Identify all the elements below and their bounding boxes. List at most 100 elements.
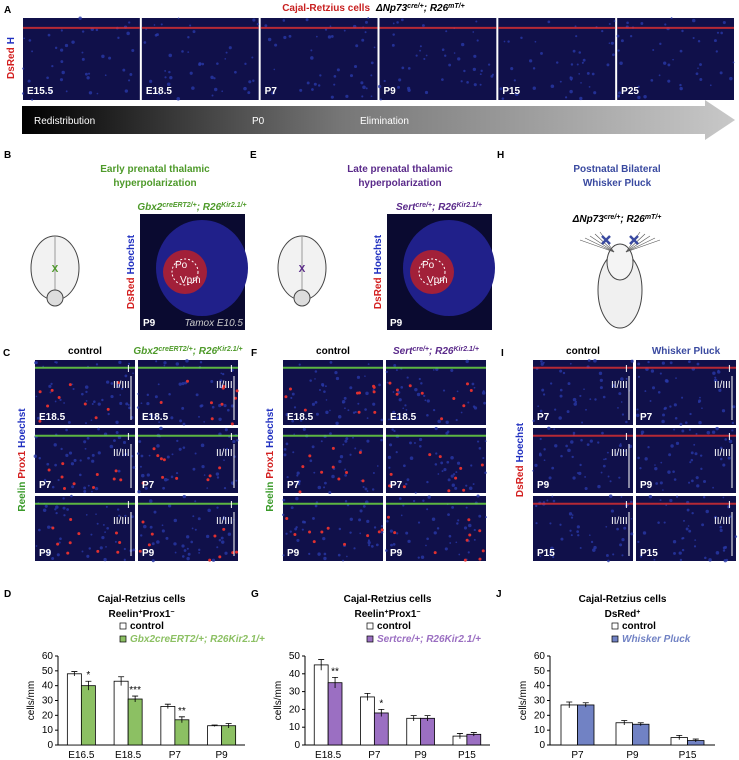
error-bar [211,724,218,727]
legend-swatch [366,622,374,630]
layer-label: I [728,364,731,375]
y-tick-label: 60 [534,651,546,662]
nucleus [70,462,75,466]
nucleus [699,454,703,457]
nucleus [70,494,73,498]
nucleus [681,548,685,552]
nucleus [424,90,429,95]
nucleus [291,419,295,423]
panel-title: hyperpolarization [358,178,441,189]
nucleus [104,74,107,77]
red-cell [393,531,397,535]
nucleus [686,508,690,512]
nucleus [586,443,590,446]
nucleus [227,408,230,412]
nucleus [568,512,573,516]
red-cell [331,465,335,469]
red-cell [326,526,330,530]
nucleus [385,370,388,374]
label-part: Prox1 [143,609,171,620]
nucleus [87,456,90,460]
nucleus [699,78,703,82]
red-cell [452,396,456,400]
stain-word: DsRed [373,277,384,309]
nucleus [355,44,359,48]
nucleus [349,517,353,521]
nucleus [124,514,127,517]
nucleus [189,24,192,27]
nucleus [396,416,400,420]
nucleus [421,24,425,27]
nucleus [117,36,120,40]
nucleus [324,385,327,388]
error-bar [85,680,92,691]
nucleus [461,42,465,47]
nucleus [64,43,69,48]
nucleus [57,479,60,482]
nucleus [456,390,459,393]
nucleus [473,54,477,58]
nucleus [181,555,185,558]
label-part: Kir2.1/+ [453,346,479,353]
nucleus [507,40,510,43]
nucleus [331,474,335,479]
nucleus [87,72,91,75]
nucleus [640,22,644,25]
label-part: cre/+ [412,346,429,353]
nucleus [194,528,197,531]
nucleus [573,402,577,406]
nucleus [579,394,582,397]
nucleus [285,413,289,417]
layer-label: I [728,500,731,511]
red-cell [386,515,390,519]
red-cell [480,463,484,467]
nucleus [83,486,87,490]
nucleus [383,79,386,83]
nucleus [598,371,603,376]
nucleus [163,478,168,482]
nucleus [320,440,323,443]
nucleus [372,472,375,475]
nucleus [481,391,486,395]
nucleus [636,413,640,418]
pluck-cross [601,235,611,245]
nucleus [637,540,640,543]
layer-label: I [625,364,628,375]
legend-label: control [377,621,411,632]
y-axis-label: cells/mm [273,681,284,720]
nucleus [393,429,396,433]
nucleus [426,508,429,511]
nucleus [230,481,235,485]
nucleus [392,33,395,36]
nucleus [31,98,34,101]
nucleus [362,485,365,489]
legend-label: Sertcre/+; R26Kir2.1/+ [377,634,481,645]
label-part: Sert [396,202,416,213]
nucleus [118,514,121,517]
nucleus [293,433,296,435]
red-cell [235,389,239,393]
nucleus [323,390,326,393]
nucleus [681,429,685,433]
nucleus [540,359,543,363]
nucleus [84,72,88,76]
micrograph [260,18,378,100]
nucleus [395,369,398,372]
nucleus [643,95,647,99]
nucleus [182,494,186,499]
nucleus [649,400,652,402]
nucleus [124,452,128,456]
red-cell [380,528,384,532]
nucleus [71,383,74,386]
red-cell [467,518,471,522]
red-cell [285,517,289,521]
nucleus [185,359,189,363]
nucleus [60,60,64,64]
nucleus [584,476,587,478]
label-part: mT/+ [448,3,465,10]
nucleus [619,543,623,547]
nucleus [682,519,685,522]
nucleus [449,542,452,544]
nucleus [364,31,367,34]
nucleus [662,413,665,417]
